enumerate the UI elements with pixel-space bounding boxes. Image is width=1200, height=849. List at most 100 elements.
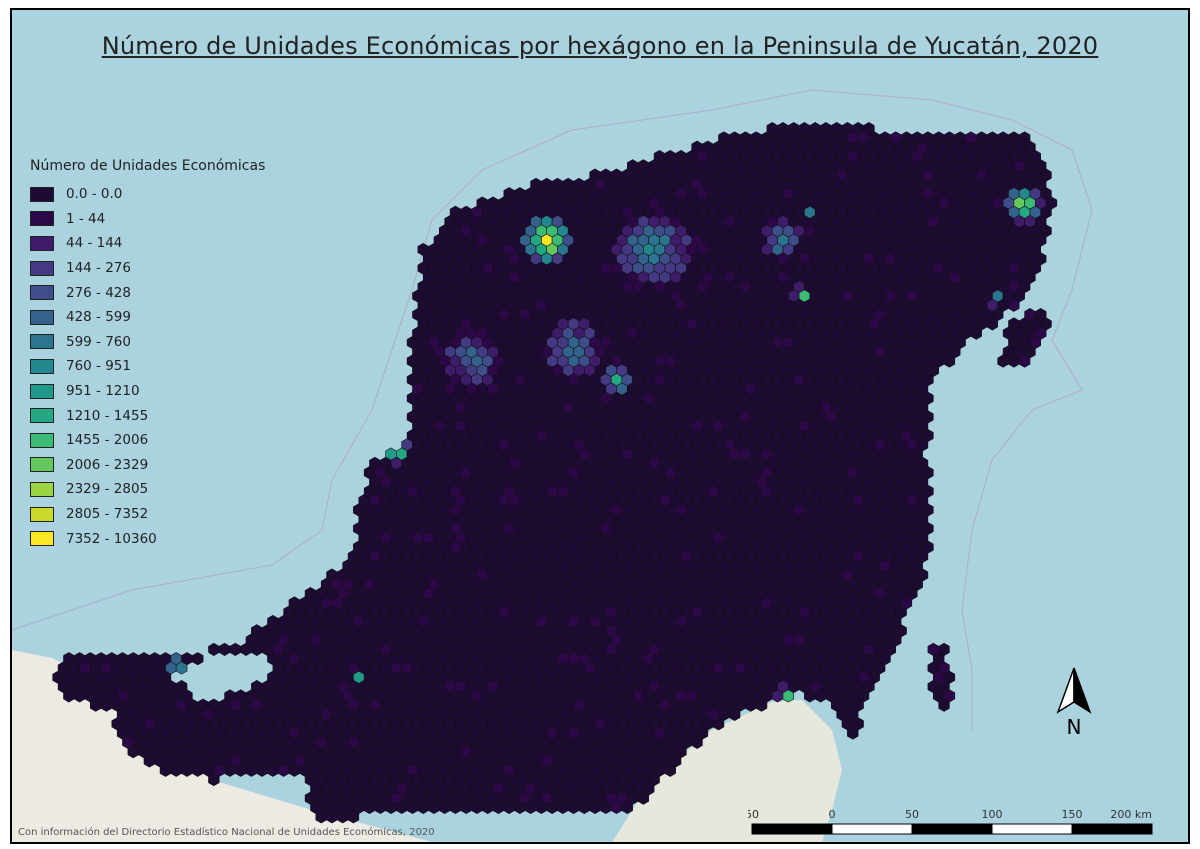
hexagon-cell — [997, 354, 1009, 368]
hexagon-cell — [460, 800, 472, 815]
hexagon-cell — [363, 800, 376, 815]
legend-label: 276 - 428 — [66, 284, 131, 301]
legend-swatch — [30, 506, 54, 522]
legend-item: 428 - 599 — [30, 305, 265, 330]
map-title: Número de Unidades Económicas por hexágo… — [101, 32, 1099, 60]
legend-swatch — [30, 358, 54, 374]
hexagon-cell — [288, 763, 300, 777]
legend-swatch — [30, 408, 54, 424]
hexagon-cell — [535, 800, 547, 815]
legend-swatch — [30, 531, 54, 547]
hexagon-cell — [755, 698, 768, 712]
scale-label: 150 — [1062, 808, 1083, 821]
hexagon-cell — [804, 689, 816, 703]
hexagon-cell — [664, 763, 676, 777]
legend-item: 1210 - 1455 — [30, 403, 265, 428]
hexagon-cell — [235, 763, 247, 777]
islands — [927, 308, 1052, 712]
scale-label: 200 km — [1110, 808, 1152, 821]
scale-bar: 50 0 50 100 150 200 km — [748, 808, 1153, 835]
hexagon-cell — [1008, 298, 1020, 312]
legend-rows: 0.0 - 0.0 1 - 44 44 - 144 144 - 276 276 - 42… — [30, 182, 265, 551]
hexagon-cell — [503, 800, 515, 815]
legend-label: 760 - 951 — [66, 358, 131, 375]
hexagon-cell — [229, 642, 241, 656]
hexagon-cell — [745, 698, 757, 712]
hexagon-cell — [938, 698, 950, 712]
hexagon-cell — [439, 800, 451, 815]
hexagon-cell — [492, 800, 505, 815]
legend-item: 599 - 760 — [30, 330, 265, 355]
hexagon-cell — [100, 698, 113, 712]
map-frame: Número de Unidades Económicas por hexágo… — [10, 8, 1190, 844]
hexagon-cell — [251, 642, 263, 656]
hexagon-cell — [181, 763, 193, 777]
legend-item: 760 - 951 — [30, 354, 265, 379]
legend-label: 951 - 1210 — [66, 383, 140, 400]
legend-swatch — [30, 383, 54, 399]
hexagon-cell — [557, 800, 569, 815]
hexagon-cell — [428, 800, 440, 815]
north-arrow-label: N — [1067, 715, 1082, 739]
legend-item: 1 - 44 — [30, 207, 265, 232]
legend-item: 951 - 1210 — [30, 379, 265, 404]
legend-swatch — [30, 285, 54, 301]
hexagon-cell — [326, 810, 338, 824]
hexagon-cell — [600, 800, 612, 815]
legend-item: 2006 - 2329 — [30, 453, 265, 478]
hexagon-cell — [970, 326, 982, 340]
legend-swatch — [30, 186, 54, 202]
hexagon-cell — [814, 689, 827, 703]
legend-label: 144 - 276 — [66, 260, 131, 277]
hexagon-cell — [417, 800, 429, 815]
hexagon-cell — [449, 800, 462, 815]
hexagon-cell — [224, 763, 236, 777]
hexagon-cell — [143, 754, 156, 768]
legend-label: 2329 - 2805 — [66, 481, 149, 498]
scale-label: 0 — [829, 808, 836, 821]
hexagon-cell — [278, 763, 290, 777]
hexagon-cell — [192, 652, 204, 666]
hexagon-cell — [73, 689, 86, 703]
legend-swatch — [30, 432, 54, 448]
legend-swatch — [30, 260, 54, 276]
hexagon-cell — [175, 661, 188, 675]
maritime-boundary — [12, 89, 1093, 730]
scale-label: 100 — [982, 808, 1003, 821]
hexagon-cell — [482, 800, 494, 815]
hexagon-cell — [782, 689, 794, 703]
legend-label: 1 - 44 — [66, 210, 106, 227]
legend-swatch — [30, 481, 54, 497]
hexagon-cell — [578, 800, 590, 815]
hexagon-cell — [208, 642, 220, 656]
hexagon-cell — [240, 642, 252, 656]
legend-label: 2006 - 2329 — [66, 456, 149, 473]
hexagon-cell — [691, 735, 703, 749]
hexagon-cell — [374, 800, 386, 815]
hexagon-cell — [1008, 354, 1020, 368]
hexagon-cell — [127, 745, 139, 759]
hexagon-cell — [986, 317, 998, 331]
legend-item: 144 - 276 — [30, 256, 265, 281]
legend-swatch — [30, 309, 54, 325]
legend-item: 2329 - 2805 — [30, 477, 265, 502]
legend-item: 0.0 - 0.0 — [30, 182, 265, 207]
hexagon-cell — [1018, 354, 1031, 368]
scale-label: 50 — [905, 808, 919, 821]
legend-item: 276 - 428 — [30, 280, 265, 305]
hexagon-cell — [771, 689, 784, 703]
hexagon-cell — [847, 726, 859, 740]
hexagon-cell — [192, 763, 204, 777]
legend-label: 599 - 760 — [66, 333, 131, 350]
hexagon-cell — [385, 800, 397, 815]
hexagon-cell — [347, 810, 360, 824]
hexagon-cell — [621, 800, 633, 815]
legend-label: 1210 - 1455 — [66, 407, 149, 424]
legend-title: Número de Unidades Económicas — [30, 158, 266, 174]
hexagon-cell — [729, 707, 741, 722]
hexagon-cell — [63, 689, 75, 703]
hexagon-cell — [943, 354, 956, 368]
hexagon-cell — [471, 800, 483, 815]
legend-item: 44 - 144 — [30, 231, 265, 256]
legend-label: 0.0 - 0.0 — [66, 186, 123, 203]
